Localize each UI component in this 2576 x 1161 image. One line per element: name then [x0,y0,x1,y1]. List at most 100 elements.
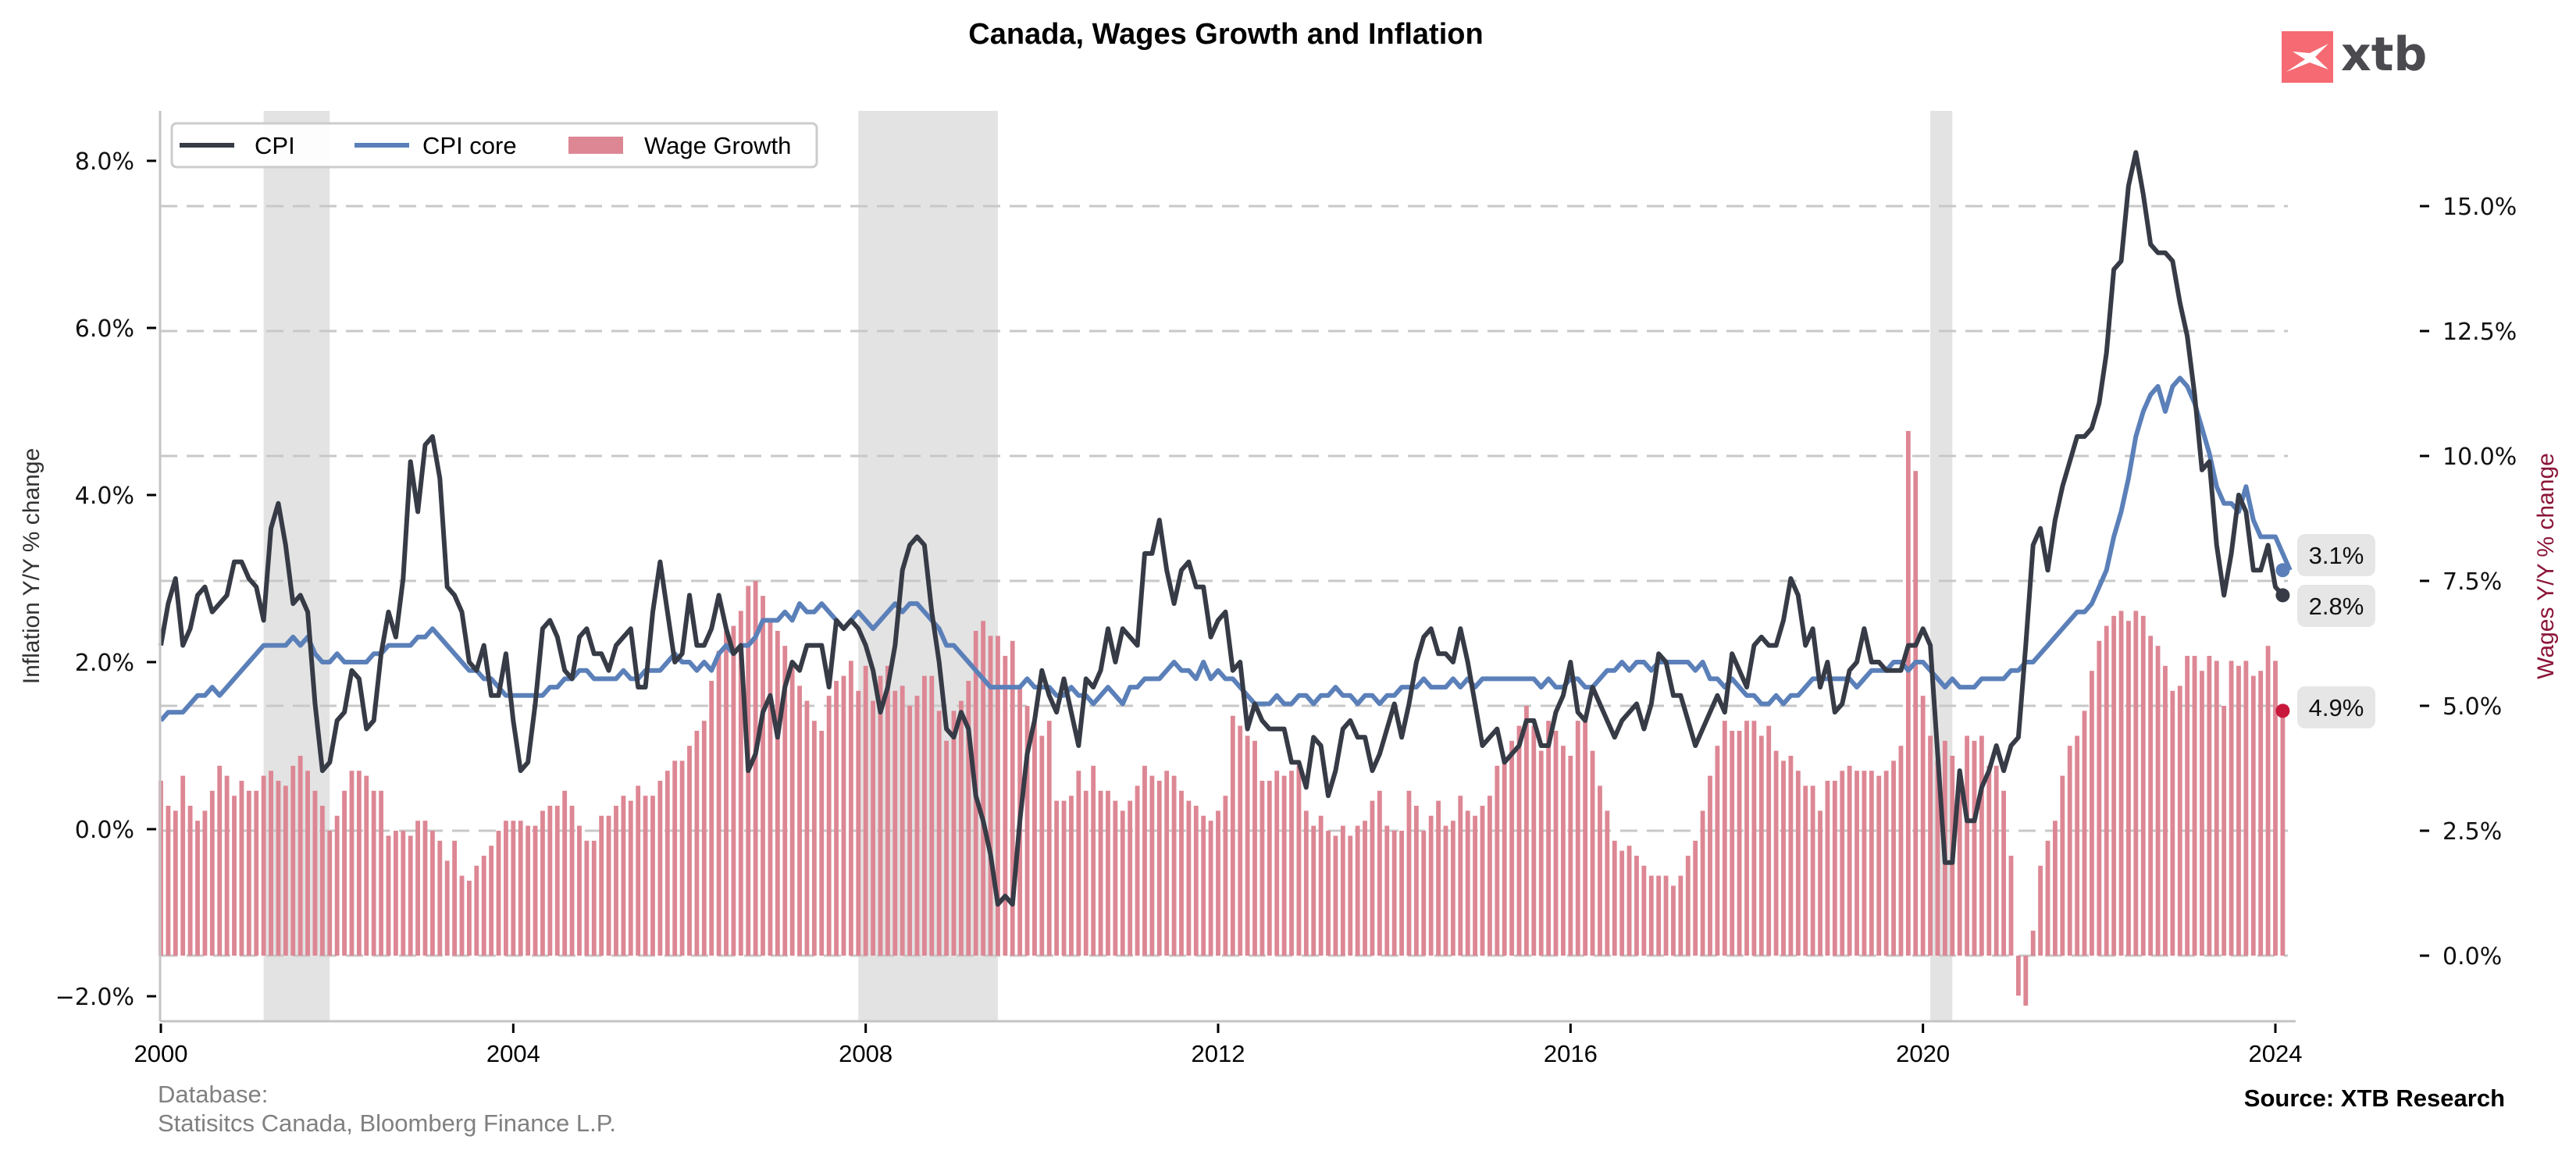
wage-growth-bar [444,860,450,956]
wage-growth-bar [1223,796,1228,956]
wage-growth-bar [1605,810,1610,956]
wage-growth-bar [1443,825,1448,956]
x-tick-label: 2020 [1896,1040,1950,1067]
wage-growth-bar [1245,735,1250,956]
wage-growth-bar [2118,611,2124,956]
wage-growth-bar [679,760,685,956]
wage-growth-bar [1920,696,1926,956]
wage-growth-bar [1883,771,1889,956]
right-y-axis: 0.0% 2.5% 5.0% 7.5% 10.0% 12.5% 15.0% [2420,194,2517,970]
wage-growth-bar [1193,806,1199,956]
wage-growth-bar [2273,661,2278,956]
wage-growth-bar [1700,810,1705,956]
wage-growth-bar [1384,825,1390,956]
right-tick-label: 7.5% [2442,568,2502,596]
wage-growth-bar [1656,875,1662,956]
wage-growth-bar [811,721,817,956]
wage-growth-bar [1061,800,1067,956]
wage-growth-bar [2030,931,2036,956]
wage-growth-bar [1553,731,1559,956]
wage-growth-bar [1113,800,1118,956]
wage-growth-bar [2001,790,2007,956]
wage-growth-bar [1634,856,1639,956]
wage-growth-bar [283,785,288,956]
wage-growth-bar [1531,725,1537,956]
left-axis-label: Inflation Y/Y % change [19,448,45,684]
wage-growth-bar [1487,796,1492,956]
wage-growth-bar [687,746,692,956]
wage-growth-bar [1972,740,1977,956]
x-tick-label: 2024 [2249,1040,2303,1067]
end-value-badge [2297,585,2375,627]
wage-growth-bar [672,760,678,956]
wage-growth-bar [1935,760,1940,956]
wage-growth-bar [364,775,369,956]
wage-growth-bar [1693,840,1698,956]
wage-growth-bar [797,686,802,956]
left-tick-label: 0.0% [75,817,134,844]
wage-growth-bar [1171,775,1177,956]
wage-growth-bar [195,821,200,956]
xtb-logo-text: xtb [2341,27,2427,82]
wage-growth-bar [1428,815,1434,956]
wage-growth-bar [2236,665,2241,956]
wage-growth-bar [1648,875,1654,956]
wage-growth-bar [429,831,435,956]
wage-growth-bar [1685,856,1691,956]
wage-growth-bar [2177,686,2182,956]
wage-growth-bar [2104,625,2109,956]
wage-growth-bar [1421,831,1427,956]
wage-growth-bar [2008,856,2014,956]
wage-growth-bar [1238,725,1243,956]
wage-growth-bar [1965,735,1969,956]
wage-growth-bar [1370,800,1375,956]
wage-growth-bar [1473,815,1478,956]
wage-growth-bar [1758,735,1764,956]
wage-growth-bar [232,796,237,956]
wage-growth-bar [819,731,825,956]
wage-growth-bar [841,675,846,956]
wage-growth-bar [2192,656,2197,956]
wage-growth-bar [1054,800,1060,956]
wage-growth-bar [533,825,538,956]
end-value-markers: 3.1% 2.8% 4.9% [2275,534,2375,728]
wage-growth-bar [1450,821,1455,956]
wage-growth-bar [342,790,347,956]
wage-growth-bar [1399,831,1404,956]
wage-growth-bar [1516,725,1522,956]
wage-growth-bar [1561,746,1566,956]
wage-growth-bar [1149,775,1155,956]
x-tick-label: 2008 [839,1040,893,1067]
wage-growth-bar [2053,821,2058,956]
wage-growth-bar [2200,671,2204,956]
wage-growth-bar [254,790,259,956]
wage-growth-bar [1671,885,1676,956]
wage-growth-bar [650,796,655,956]
inflation-lines [159,150,2293,907]
wage-growth-bar [386,835,391,956]
wage-growth-bar [2163,665,2168,956]
wage-growth-bar [1619,850,1625,956]
wage-growth-bar [1825,781,1830,956]
wage-growth-bar [1458,796,1463,956]
wage-growth-bar [187,806,193,956]
wage-growth-bar [327,831,333,956]
wage-growth-bar [2243,661,2249,956]
wage-growth-bar [834,681,839,956]
cpi-core-line [159,376,2293,722]
wage-growth-bar [1803,785,1808,956]
database-sources: Statisitcs Canada, Bloomberg Finance L.P… [158,1109,616,1137]
wage-growth-bar [621,796,626,956]
wage-growth-bar [1773,750,1779,956]
wage-growth-bar [1663,875,1669,956]
wage-growth-bar [599,815,604,956]
end-marker-dot [2275,703,2290,718]
wage-growth-bar [1303,810,1309,956]
wage-growth-bar [371,790,376,956]
wage-growth-bar [1730,731,1735,956]
left-tick-label: 8.0% [75,148,134,176]
wage-growth-bar [1840,771,1845,956]
wage-growth-bar [518,821,523,956]
wage-growth-bar [334,815,340,956]
wage-growth-bar [1259,781,1265,956]
